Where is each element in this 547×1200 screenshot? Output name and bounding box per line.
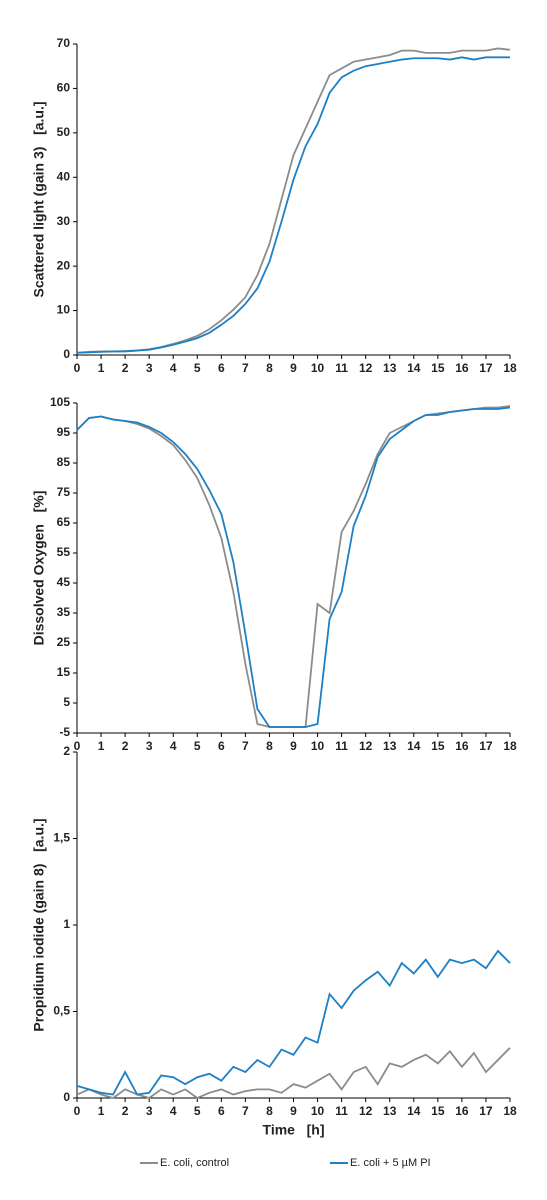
x-tick-label: 9 (290, 1104, 297, 1118)
y-tick-label: 1,5 (53, 831, 70, 845)
x-tick-label: 1 (98, 1104, 105, 1118)
x-tick-label: 18 (503, 361, 517, 375)
x-tick-label: 7 (242, 1104, 249, 1118)
x-tick-label: 0 (74, 1104, 81, 1118)
y-axis-title: Propidium iodide (gain 8) [a.u.] (31, 818, 47, 1031)
x-tick-label: 7 (242, 361, 249, 375)
x-tick-label: 18 (503, 1104, 517, 1118)
x-tick-label: 3 (146, 1104, 153, 1118)
x-tick-label: 4 (170, 1104, 177, 1118)
x-tick-label: 13 (383, 739, 397, 753)
x-tick-label: 2 (122, 361, 129, 375)
x-tick-label: 12 (359, 361, 373, 375)
x-tick-label: 11 (335, 739, 348, 753)
y-tick-label: 0,5 (53, 1004, 70, 1018)
x-tick-label: 1 (98, 361, 105, 375)
y-tick-label: 25 (57, 635, 71, 649)
legend-label: E. coli + 5 µM PI (350, 1157, 431, 1169)
y-tick-label: 2 (63, 744, 70, 758)
y-tick-label: 0 (63, 1090, 70, 1104)
x-tick-label: 15 (431, 361, 445, 375)
x-tick-label: 5 (194, 361, 201, 375)
x-tick-label: 17 (479, 361, 493, 375)
y-tick-label: 30 (57, 214, 71, 228)
x-tick-label: 9 (290, 739, 297, 753)
y-tick-label: -5 (59, 725, 70, 739)
x-tick-label: 4 (170, 739, 177, 753)
y-tick-label: 35 (57, 605, 71, 619)
x-tick-label: 3 (146, 361, 153, 375)
y-tick-label: 45 (57, 575, 71, 589)
y-tick-label: 50 (57, 125, 71, 139)
data-line (76, 406, 511, 728)
y-tick-label: 65 (57, 515, 71, 529)
data-line (76, 405, 511, 728)
x-tick-label: 18 (503, 739, 517, 753)
x-tick-label: 10 (311, 1104, 325, 1118)
x-tick-label: 14 (407, 739, 421, 753)
x-tick-label: 15 (431, 739, 445, 753)
y-axis-title: Scattered light (gain 3) [a.u.] (31, 101, 47, 297)
x-tick-label: 8 (266, 739, 273, 753)
x-tick-label: 12 (359, 1104, 373, 1118)
y-tick-label: 10 (57, 303, 71, 317)
y-tick-label: 75 (57, 485, 71, 499)
x-tick-label: 16 (455, 1104, 469, 1118)
x-tick-label: 14 (407, 1104, 421, 1118)
x-tick-label: 7 (242, 739, 249, 753)
x-tick-label: 8 (266, 361, 273, 375)
y-tick-label: 5 (63, 695, 70, 709)
y-tick-label: 0 (63, 347, 70, 361)
x-tick-label: 13 (383, 361, 397, 375)
x-tick-label: 6 (218, 361, 225, 375)
x-tick-label: 5 (194, 739, 201, 753)
x-tick-label: 5 (194, 1104, 201, 1118)
x-tick-label: 14 (407, 361, 421, 375)
x-tick-label: 1 (98, 739, 105, 753)
x-tick-label: 12 (359, 739, 373, 753)
y-tick-label: 40 (57, 169, 71, 183)
x-tick-label: 16 (455, 361, 469, 375)
data-line (76, 949, 511, 1096)
y-tick-label: 1 (63, 917, 70, 931)
x-tick-label: 2 (122, 1104, 129, 1118)
y-tick-label: 55 (57, 545, 71, 559)
x-tick-label: 17 (479, 739, 493, 753)
legend-label: E. coli, control (160, 1157, 229, 1169)
x-tick-label: 6 (218, 739, 225, 753)
x-tick-label: 11 (335, 1104, 348, 1118)
x-axis-title: Time [h] (263, 1122, 325, 1138)
x-tick-label: 8 (266, 1104, 273, 1118)
y-tick-label: 70 (57, 36, 71, 50)
x-tick-label: 9 (290, 361, 297, 375)
x-tick-label: 11 (335, 361, 348, 375)
y-tick-label: 60 (57, 81, 71, 95)
x-tick-label: 0 (74, 361, 81, 375)
data-line (76, 56, 510, 354)
y-tick-label: 20 (57, 258, 71, 272)
y-tick-label: 95 (57, 425, 71, 439)
x-tick-label: 13 (383, 1104, 397, 1118)
x-tick-label: 6 (218, 1104, 225, 1118)
y-axis-title: Dissolved Oxygen [%] (31, 491, 47, 646)
x-tick-label: 3 (146, 739, 153, 753)
y-tick-label: 85 (57, 455, 71, 469)
x-tick-label: 16 (455, 739, 469, 753)
x-tick-label: 2 (122, 739, 129, 753)
x-tick-label: 4 (170, 361, 177, 375)
x-tick-label: 10 (311, 739, 325, 753)
data-line (76, 1047, 511, 1100)
x-tick-label: 10 (311, 361, 325, 375)
y-tick-label: 105 (50, 395, 70, 409)
x-tick-label: 15 (431, 1104, 445, 1118)
x-tick-label: 17 (479, 1104, 493, 1118)
data-line (76, 47, 511, 354)
x-tick-label: 0 (74, 739, 81, 753)
y-tick-label: 15 (57, 665, 71, 679)
